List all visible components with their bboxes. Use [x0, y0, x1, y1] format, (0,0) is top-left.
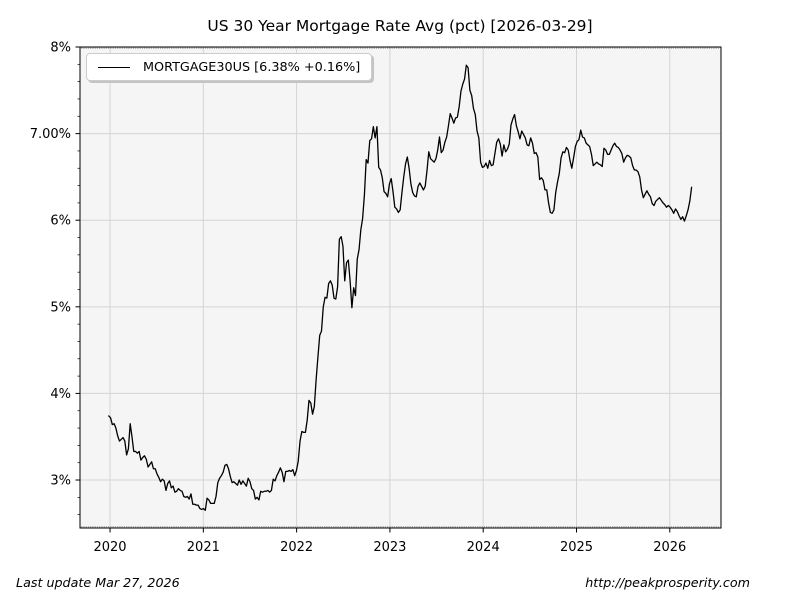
- x-tick-label: 2023: [373, 540, 406, 555]
- rate-line: [108, 64, 693, 511]
- x-tick-label: 2020: [93, 540, 126, 555]
- axis-ticks: [75, 46, 671, 533]
- y-tick-label: 4%: [50, 387, 71, 402]
- legend-series-label: MORTGAGE30US [6.38% +0.16%]: [143, 59, 361, 75]
- plot-area: [80, 47, 721, 528]
- minor-ticks-band: [81, 47, 720, 528]
- y-tick-label: 7.00%: [30, 127, 71, 142]
- last-update-text: Last update Mar 27, 2026: [16, 575, 180, 590]
- y-tick-label: 3%: [50, 474, 71, 489]
- x-tick-label: 2025: [560, 540, 593, 555]
- source-url-text: http://peakprosperity.com: [585, 575, 750, 590]
- axis-labels: 2020 2021 2022 2023 2024 2025 2026 8% 7.00% 6% 5% 4…: [30, 41, 687, 556]
- y-tick-label: 5%: [50, 300, 71, 315]
- x-tick-label: 2024: [467, 540, 500, 555]
- y-tick-label: 6%: [50, 214, 71, 229]
- x-tick-label: 2022: [280, 540, 313, 555]
- y-tick-label: 8%: [50, 41, 71, 56]
- legend: MORTGAGE30US [6.38% +0.16%]: [86, 53, 373, 81]
- x-tick-label: 2026: [653, 540, 686, 555]
- x-tick-label: 2021: [187, 540, 220, 555]
- chart-title: US 30 Year Mortgage Rate Avg (pct) [2026…: [207, 17, 593, 35]
- legend-line-icon: [98, 66, 130, 68]
- gridlines: [80, 46, 721, 528]
- plot-border: [79, 46, 722, 529]
